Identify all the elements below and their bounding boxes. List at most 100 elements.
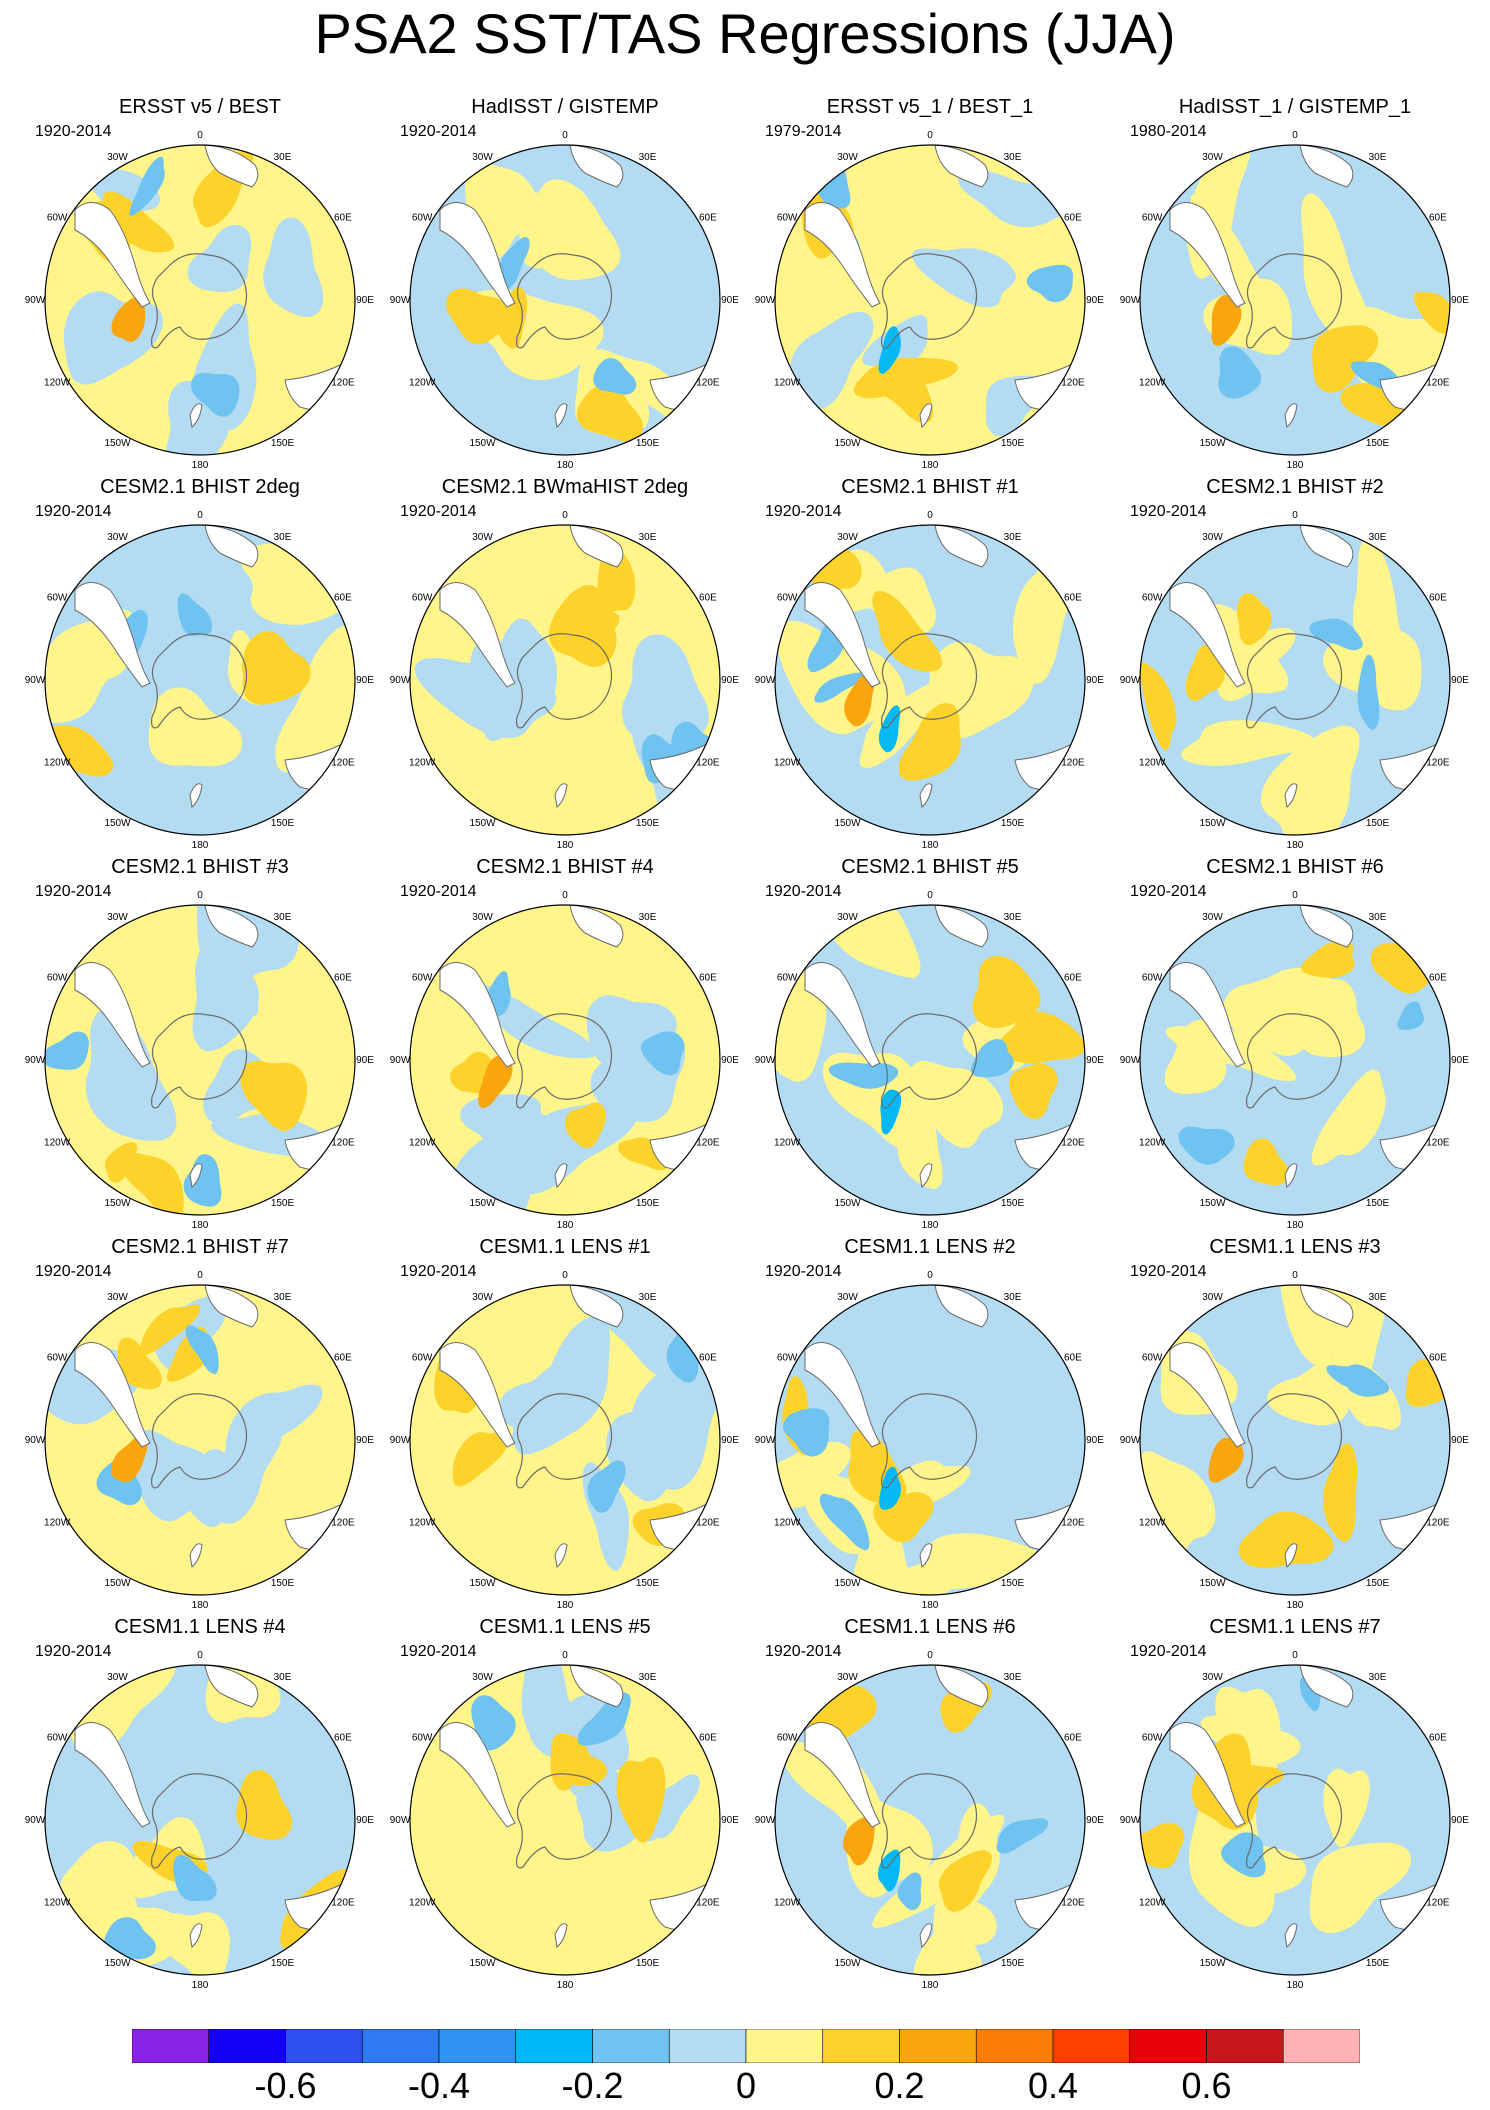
map-border [409,144,721,456]
map-border [409,1284,721,1596]
anomaly-region [1301,193,1374,356]
longitude-label: 90E [356,1815,374,1826]
africa-landmass [934,1285,989,1328]
new-zealand-landmass [554,783,568,808]
longitude-label: 150E [636,1578,660,1589]
longitude-label: 150W [1199,818,1226,829]
longitude-label: 150W [1199,438,1226,449]
south-america-landmass [1169,202,1246,308]
longitude-label: 30E [1369,912,1387,923]
longitude-label: 180 [192,1980,209,1991]
anomaly-region [897,1872,922,1911]
longitude-label: 180 [192,1600,209,1611]
longitude-label: 30E [274,1672,292,1683]
anomaly-region [1200,1715,1301,1767]
map-panel: CESM2.1 BHIST #2 0 30E 60E 90E 120E 150E 180 150… [1120,475,1470,851]
longitude-label: 0 [562,130,568,141]
longitude-label: 0 [1292,510,1298,521]
colorbar-box [1206,2029,1284,2063]
map-border [44,524,356,836]
polar-map: 0 30E 60E 90E 120E 150E 180 150W 120W 90W 60W 30W [25,130,375,471]
period-label: 1920-2014 [1130,1643,1207,1660]
longitude-label: 120E [1426,1518,1450,1529]
panel-title: CESM1.1 LENS #6 [844,1616,1016,1638]
longitude-label: 90W [1120,1055,1141,1066]
longitude-label: 0 [562,510,568,521]
map-border [774,904,1086,1216]
new-zealand-landmass [189,403,203,428]
longitude-label: 90W [390,1435,411,1446]
longitude-label: 60W [1142,213,1163,224]
period-label: 1920-2014 [1130,883,1207,900]
longitude-label: 30W [837,912,858,923]
anomaly-region [1260,725,1360,835]
colorbar-tick-label: -0.4 [407,2065,471,2106]
longitude-label: 30W [837,1292,858,1303]
longitude-label: 120E [1426,378,1450,389]
anomaly-region [140,1304,201,1355]
south-america-landmass [439,582,516,688]
map-border [1139,144,1451,456]
longitude-label: 120E [1061,378,1085,389]
anomaly-region [1223,975,1324,1058]
anomaly-region [45,1031,89,1070]
longitude-label: 120W [774,1518,801,1529]
longitude-label: 90W [25,1815,46,1826]
longitude-label: 60W [412,1733,433,1744]
africa-landmass [934,1665,989,1708]
longitude-label: 120E [1061,758,1085,769]
colorbar-tick-label: 0 [735,2065,757,2106]
map-border [1139,524,1451,836]
longitude-label: 150W [469,1578,496,1589]
longitude-label: 120W [409,1518,436,1529]
panel-title: CESM1.1 LENS #4 [114,1616,286,1638]
south-america-landmass [1169,1342,1246,1448]
africa-landmass [1299,905,1354,948]
figure-title: PSA2 SST/TAS Regressions (JJA) [314,2,1176,65]
longitude-label: 30E [1369,532,1387,543]
anomaly-region [564,1746,608,1787]
panel-title: ERSST v5 / BEST [119,96,281,118]
map-panel: ERSST v5_1 / BEST_1 0 30E 60E 90E 120E 150E 180… [755,95,1105,471]
panel-title: HadISST_1 / GISTEMP_1 [1178,96,1412,118]
longitude-label: 120W [774,758,801,769]
polar-map: 0 30E 60E 90E 120E 150E 180 150W 120W 90W 60W 30W [390,1270,740,1611]
map-panel: CESM2.1 BHIST #5 0 30E 60E 90E 120E 150E 180 150… [755,855,1105,1231]
longitude-label: 0 [197,510,203,521]
anomaly-region [877,1849,901,1892]
colorbar-box [975,2029,1054,2063]
south-america-landmass [439,202,516,308]
longitude-label: 150W [469,438,496,449]
longitude-label: 30E [1004,912,1022,923]
longitude-label: 90W [390,295,411,306]
polar-map: 0 30E 60E 90E 120E 150E 180 150W 120W 90W 60W 30W [25,1650,375,1991]
longitude-label: 60W [1142,593,1163,604]
colorbar-box [438,2029,517,2063]
map-border [44,144,356,456]
longitude-label: 150E [271,818,295,829]
longitude-label: 90E [721,295,739,306]
anomaly-region [446,288,510,345]
period-label: 1920-2014 [35,1263,112,1280]
new-zealand-landmass [554,1923,568,1948]
longitude-label: 60E [334,213,352,224]
longitude-label: 30W [107,1672,128,1683]
longitude-label: 60E [334,1353,352,1364]
longitude-label: 120W [409,378,436,389]
panel-title: CESM1.1 LENS #2 [844,1236,1016,1258]
longitude-label: 150W [469,818,496,829]
longitude-label: 150W [834,438,861,449]
panel-title: CESM1.1 LENS #7 [1209,1616,1381,1638]
longitude-label: 150W [1199,1198,1226,1209]
panel-title: CESM1.1 LENS #1 [479,1236,651,1258]
longitude-label: 120E [331,758,355,769]
longitude-label: 30E [1369,1672,1387,1683]
map-panel: CESM1.1 LENS #4 0 30E 60E 90E 120E 150E 180 150W… [25,1615,375,1991]
longitude-label: 0 [197,130,203,141]
new-zealand-landmass [919,403,933,428]
longitude-label: 90E [1451,1055,1469,1066]
polar-map: 0 30E 60E 90E 120E 150E 180 150W 120W 90W 60W 30W [25,510,375,851]
longitude-label: 120E [1426,1138,1450,1149]
anomaly-region [1140,662,1177,751]
polar-map: 0 30E 60E 90E 120E 150E 180 150W 120W 90W 60W 30W [755,890,1105,1231]
